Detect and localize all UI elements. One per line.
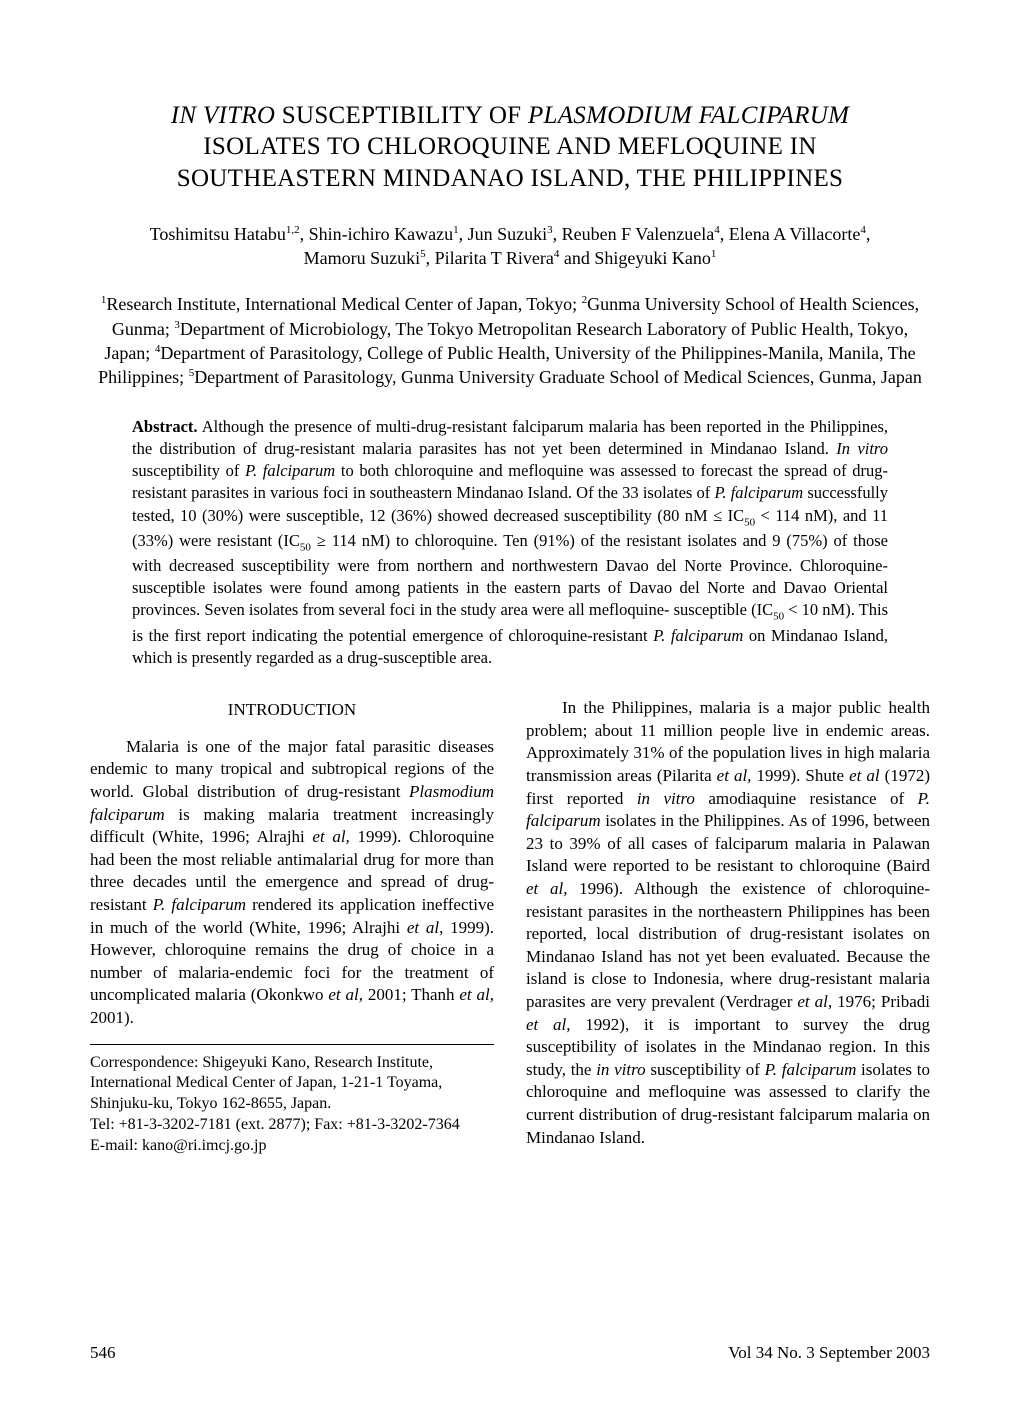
body-paragraph: Malaria is one of the major fatal parasi…	[90, 736, 494, 1030]
author: Toshimitsu Hatabu	[150, 224, 286, 244]
correspondence-block: Correspondence: Shigeyuki Kano, Research…	[90, 1053, 494, 1157]
correspondence-email: E-mail: kano@ri.imcj.go.jp	[90, 1136, 494, 1157]
author-sup: 1,2	[286, 224, 300, 236]
abstract-sub: 50	[300, 541, 311, 553]
correspondence-divider	[90, 1044, 494, 1045]
page-number: 546	[90, 1343, 116, 1363]
body-text: 1976; Pribadi	[832, 992, 930, 1011]
body-text: susceptibility of	[646, 1060, 765, 1079]
body-italic: et al,	[526, 879, 567, 898]
author: Shin-ichiro Kawazu	[309, 224, 453, 244]
correspondence-tel-fax: Tel: +81-3-3202-7181 (ext. 2877); Fax: +…	[90, 1115, 494, 1136]
title-text-1: SUSCEPTIBILITY OF	[275, 102, 528, 129]
right-column: In the Philippines, malaria is a major p…	[526, 697, 930, 1157]
author-sup: 1	[453, 224, 459, 236]
author-sup: 1	[711, 248, 717, 260]
author: Shigeyuki Kano	[594, 248, 711, 268]
abstract: Abstract. Although the presence of multi…	[132, 416, 888, 670]
affil-text: Department of Parasitology, Gunma Univer…	[194, 367, 922, 387]
abstract-italic: P. falciparum	[714, 483, 803, 502]
author-sup: 4	[554, 248, 560, 260]
issue-info: Vol 34 No. 3 September 2003	[728, 1343, 930, 1363]
body-text: 2001).	[90, 1008, 134, 1027]
abstract-sub: 50	[744, 516, 755, 528]
author: Reuben F Valenzuela	[562, 224, 715, 244]
abstract-sub: 50	[773, 611, 784, 623]
author-sup: 3	[547, 224, 553, 236]
author: Elena A Villacorte	[729, 224, 861, 244]
body-italic: et al,	[328, 985, 363, 1004]
body-italic: et al	[849, 766, 880, 785]
paper-title: IN VITRO SUSCEPTIBILITY OF PLASMODIUM FA…	[90, 100, 930, 194]
abstract-italic: In vitro	[836, 439, 888, 458]
two-column-body: INTRODUCTION Malaria is one of the major…	[90, 697, 930, 1157]
body-italic: et al,	[407, 918, 443, 937]
author-sup: 4	[860, 224, 866, 236]
abstract-text: Although the presence of multi-drug-resi…	[132, 417, 888, 458]
body-italic: et al,	[797, 992, 832, 1011]
body-text: 1999). Shute	[751, 766, 849, 785]
authors-block: Toshimitsu Hatabu1,2, Shin-ichiro Kawazu…	[90, 222, 930, 271]
body-italic: P. falciparum	[765, 1060, 857, 1079]
affiliations-block: 1Research Institute, International Medic…	[90, 292, 930, 389]
abstract-label: Abstract.	[132, 417, 198, 436]
body-paragraph: In the Philippines, malaria is a major p…	[526, 697, 930, 1149]
author-sup: 4	[714, 224, 720, 236]
author: Mamoru Suzuki	[304, 248, 421, 268]
title-line3: SOUTHEASTERN MINDANAO ISLAND, THE PHILIP…	[177, 165, 844, 192]
correspondence-address: Correspondence: Shigeyuki Kano, Research…	[90, 1053, 494, 1115]
body-italic: et al,	[526, 1015, 571, 1034]
author-sup: 5	[420, 248, 426, 260]
abstract-italic: P. falciparum	[245, 461, 335, 480]
section-heading-introduction: INTRODUCTION	[90, 699, 494, 722]
body-italic: in vitro	[596, 1060, 645, 1079]
body-text: amodiaquine resistance of	[695, 789, 918, 808]
body-italic: et al,	[717, 766, 752, 785]
body-italic: in vitro	[637, 789, 695, 808]
abstract-italic: P. falciparum	[653, 626, 743, 645]
author: Jun Suzuki	[468, 224, 548, 244]
left-column: INTRODUCTION Malaria is one of the major…	[90, 697, 494, 1157]
title-line2: ISOLATES TO CHLOROQUINE AND MEFLOQUINE I…	[203, 133, 816, 160]
title-italic-1: IN VITRO	[171, 102, 275, 129]
body-italic: et al,	[459, 985, 494, 1004]
affil-text: Research Institute, International Medica…	[106, 294, 581, 314]
author: Pilarita T Rivera	[435, 248, 554, 268]
body-italic: et al,	[312, 827, 349, 846]
abstract-text: susceptibility of	[132, 461, 245, 480]
page-footer: 546 Vol 34 No. 3 September 2003	[90, 1343, 930, 1363]
page: IN VITRO SUSCEPTIBILITY OF PLASMODIUM FA…	[0, 0, 1020, 1405]
title-italic-2: PLASMODIUM FALCIPARUM	[528, 102, 849, 129]
body-text: 2001; Thanh	[363, 985, 459, 1004]
body-italic: P. falciparum	[153, 895, 246, 914]
